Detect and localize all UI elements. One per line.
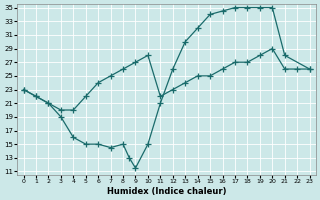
X-axis label: Humidex (Indice chaleur): Humidex (Indice chaleur) [107,187,226,196]
